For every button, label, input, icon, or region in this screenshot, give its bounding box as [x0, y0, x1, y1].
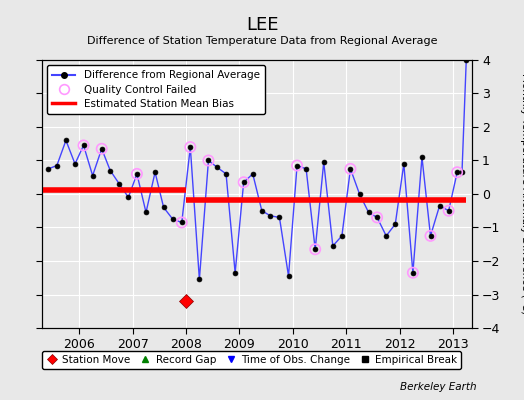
- Point: [373, 214, 381, 221]
- Y-axis label: Monthly Temperature Anomaly Difference (°C): Monthly Temperature Anomaly Difference (…: [520, 73, 524, 315]
- Point: [186, 144, 194, 150]
- Text: Difference of Station Temperature Data from Regional Average: Difference of Station Temperature Data f…: [87, 36, 437, 46]
- Point: [311, 246, 320, 252]
- Point: [346, 166, 355, 172]
- Point: [453, 169, 461, 176]
- Point: [239, 179, 248, 186]
- Point: [79, 142, 88, 149]
- Legend: Station Move, Record Gap, Time of Obs. Change, Empirical Break: Station Move, Record Gap, Time of Obs. C…: [41, 351, 462, 369]
- Legend: Difference from Regional Average, Quality Control Failed, Estimated Station Mean: Difference from Regional Average, Qualit…: [47, 65, 265, 114]
- Point: [204, 157, 213, 164]
- Point: [427, 233, 435, 239]
- Point: [444, 208, 453, 214]
- Point: [293, 162, 301, 169]
- Point: [97, 146, 106, 152]
- Point: [133, 171, 141, 177]
- Text: Berkeley Earth: Berkeley Earth: [400, 382, 477, 392]
- Point: [178, 219, 186, 226]
- Text: LEE: LEE: [246, 16, 278, 34]
- Point: [409, 270, 417, 276]
